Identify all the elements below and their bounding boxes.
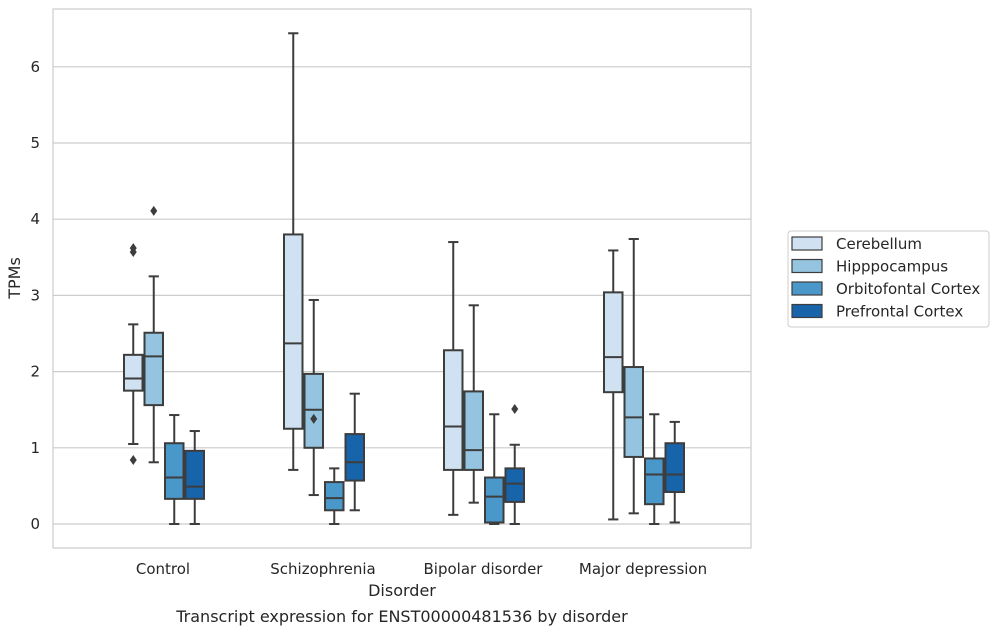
box-body: [504, 467, 525, 503]
y-tick-label: 1: [30, 439, 40, 457]
y-tick-label: 4: [30, 210, 40, 228]
legend: Cerebellum Hipppocampus Orbitofontal Corte…: [787, 230, 990, 328]
box-orbitofontal-cortex: [164, 414, 185, 525]
box-prefrontal-cortex: [184, 430, 205, 525]
box-body: [303, 372, 324, 449]
outlier-point: [511, 403, 519, 414]
legend-swatch: [791, 258, 823, 274]
box-body: [644, 457, 665, 506]
y-tick-label: 3: [30, 286, 40, 304]
box-body: [484, 476, 505, 524]
y-tick-labels: 0 1 2 3 4 5 6: [30, 58, 40, 533]
box-body: [123, 353, 144, 392]
legend-frame: [787, 230, 990, 328]
box-cerebellum: [603, 249, 624, 521]
x-tick-labels: Control Schizophrenia Bipolar disorder Majo…: [136, 560, 707, 578]
box-body: [623, 366, 644, 458]
box-body: [443, 349, 464, 471]
box-body: [463, 390, 484, 471]
outlier-point: [150, 205, 158, 216]
box-body: [324, 481, 345, 512]
y-tick-label: 0: [30, 515, 40, 533]
legend-swatch: [791, 236, 823, 251]
box-cerebellum: [283, 32, 304, 471]
box-body: [283, 233, 304, 430]
box-prefrontal-cortex: [344, 392, 365, 512]
box-hipppocampus: [303, 298, 324, 497]
y-tick-label: 5: [30, 134, 40, 152]
outlier-point: [310, 413, 318, 424]
box-body: [164, 442, 185, 500]
box-orbitofontal-cortex: [484, 413, 505, 525]
box-hipppocampus: [463, 304, 484, 504]
box-cerebellum: [443, 241, 464, 516]
box-body: [344, 433, 365, 482]
legend-label: Prefrontal Cortex: [836, 303, 963, 321]
x-tick-label: Control: [136, 560, 190, 578]
legend-swatch: [791, 303, 823, 319]
x-axis-title: Disorder: [368, 581, 436, 600]
box-orbitofontal-cortex: [324, 467, 345, 525]
legend-swatch: [791, 281, 823, 296]
legend-label: Cerebellum: [836, 235, 922, 253]
box-prefrontal-cortex: [504, 403, 525, 525]
plot-area-frame: [52, 8, 752, 549]
chart-caption: Transcript expression for ENST0000048153…: [175, 607, 628, 626]
legend-label: Orbitofontal Cortex: [836, 280, 980, 298]
box-prefrontal-cortex: [664, 420, 685, 524]
box-body: [143, 331, 164, 407]
box-body: [664, 442, 685, 493]
y-tick-label: 2: [30, 363, 40, 381]
outlier-point: [129, 454, 137, 465]
box-hipppocampus: [143, 205, 164, 464]
y-tick-label: 6: [30, 58, 40, 76]
x-tick-label: Major depression: [579, 560, 707, 578]
box-body: [184, 449, 205, 500]
x-tick-label: Bipolar disorder: [424, 560, 544, 578]
box-marks: [123, 32, 685, 525]
y-axis-title: TPMs: [5, 257, 24, 300]
legend-label: Hipppocampus: [836, 258, 948, 276]
gridlines: [53, 66, 751, 525]
box-cerebellum: [123, 243, 144, 465]
box-orbitofontal-cortex: [644, 413, 665, 525]
outlier-point: [129, 243, 137, 254]
box-body: [603, 291, 624, 394]
box-hipppocampus: [623, 238, 644, 515]
x-tick-label: Schizophrenia: [270, 560, 375, 578]
